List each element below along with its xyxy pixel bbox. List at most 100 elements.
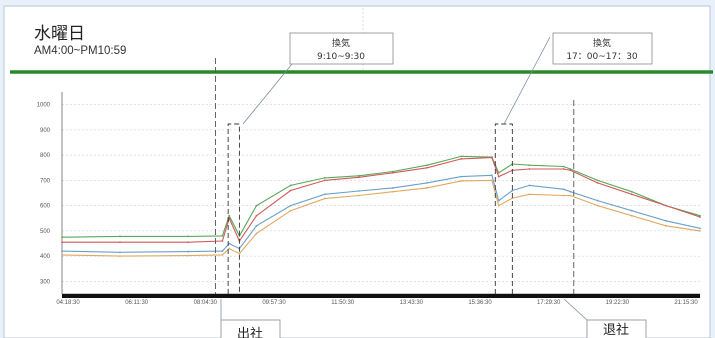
data-point bbox=[630, 193, 633, 196]
data-point bbox=[497, 171, 500, 174]
data-point bbox=[228, 242, 231, 245]
data-point bbox=[460, 175, 463, 178]
data-point bbox=[596, 182, 599, 184]
time-axis-bar bbox=[62, 294, 700, 298]
data-point bbox=[61, 241, 63, 244]
data-point bbox=[221, 250, 224, 252]
data-point bbox=[255, 232, 258, 235]
y-axis-ticks: 300 400 500 600 700 800 900 1000 bbox=[37, 103, 51, 286]
data-point bbox=[460, 179, 463, 182]
y-tick-label: 700 bbox=[40, 178, 51, 184]
x-tick-label: 17:29:30 bbox=[537, 300, 561, 306]
data-point bbox=[289, 184, 292, 187]
y-tick-label: 600 bbox=[40, 204, 51, 210]
data-point bbox=[187, 235, 190, 238]
data-point bbox=[61, 250, 63, 252]
data-point bbox=[528, 184, 531, 187]
data-point bbox=[119, 235, 121, 238]
data-point bbox=[497, 204, 500, 207]
data-point bbox=[630, 214, 633, 217]
x-tick-label: 15:36:30 bbox=[468, 300, 492, 306]
series bbox=[61, 155, 701, 258]
data-point bbox=[357, 194, 360, 197]
data-point bbox=[426, 187, 428, 189]
data-point bbox=[596, 204, 599, 207]
data-point bbox=[357, 190, 360, 192]
data-point bbox=[699, 229, 701, 232]
data-point bbox=[392, 190, 394, 193]
data-point bbox=[289, 209, 292, 212]
x-tick-label: 13:43:30 bbox=[400, 300, 424, 306]
data-point bbox=[569, 169, 572, 172]
x-tick-label: 09:57:30 bbox=[262, 300, 286, 306]
data-point bbox=[699, 214, 701, 217]
vent1-window-marker bbox=[227, 123, 240, 294]
data-point bbox=[323, 179, 326, 182]
chart-subtitle: AM4:00~PM10:59 bbox=[34, 45, 126, 57]
data-point bbox=[255, 224, 258, 227]
vent2-window-marker bbox=[494, 123, 513, 294]
data-point bbox=[357, 174, 360, 177]
data-point bbox=[228, 217, 231, 220]
data-point bbox=[61, 236, 63, 239]
data-point bbox=[289, 189, 292, 192]
leave-leader-line bbox=[563, 298, 588, 321]
vent1-callout bbox=[289, 32, 394, 65]
data-point bbox=[323, 197, 326, 200]
data-point bbox=[255, 204, 258, 207]
leave-label-box bbox=[586, 319, 647, 338]
vent2-callout bbox=[552, 32, 653, 65]
data-point bbox=[119, 241, 121, 244]
data-point bbox=[323, 176, 326, 179]
x-tick-label: 08:04:30 bbox=[194, 300, 218, 306]
vent1-leader-line bbox=[242, 63, 293, 125]
y-tick-label: 1000 bbox=[37, 103, 51, 109]
vent1-callout-time: 9:10~9:30 bbox=[317, 52, 365, 62]
data-point bbox=[460, 155, 463, 158]
vent2-callout-time: 17：00~17：30 bbox=[566, 52, 638, 62]
data-point bbox=[392, 171, 394, 174]
data-point bbox=[490, 179, 493, 182]
data-point bbox=[664, 224, 667, 227]
data-point bbox=[699, 216, 701, 218]
y-tick-label: 400 bbox=[40, 254, 51, 260]
data-point bbox=[238, 252, 241, 255]
data-point bbox=[562, 188, 565, 191]
data-point bbox=[562, 194, 565, 197]
data-point bbox=[528, 168, 531, 170]
data-point bbox=[228, 214, 231, 217]
data-point bbox=[630, 190, 633, 193]
data-point bbox=[426, 164, 428, 167]
data-point bbox=[569, 168, 572, 170]
data-point bbox=[221, 253, 224, 256]
y-tick-label: 900 bbox=[40, 128, 51, 134]
data-point bbox=[699, 227, 701, 230]
data-point bbox=[497, 175, 500, 178]
data-point bbox=[357, 176, 360, 179]
data-point bbox=[630, 209, 633, 212]
data-point bbox=[511, 189, 514, 192]
data-point bbox=[497, 199, 500, 202]
data-point bbox=[187, 254, 190, 257]
data-point bbox=[562, 168, 565, 170]
vent2-callout-title: 換気 bbox=[593, 37, 611, 49]
data-point bbox=[562, 165, 565, 168]
data-point bbox=[528, 193, 531, 196]
data-point bbox=[596, 179, 599, 182]
data-point bbox=[596, 199, 599, 202]
data-point bbox=[392, 170, 394, 173]
data-point bbox=[426, 182, 428, 184]
data-point bbox=[119, 255, 121, 258]
data-point bbox=[664, 204, 667, 207]
data-point bbox=[664, 219, 667, 222]
data-point bbox=[221, 235, 224, 237]
data-point bbox=[569, 190, 572, 193]
event-markers bbox=[215, 58, 575, 294]
chart-title: 水曜日 bbox=[34, 24, 85, 44]
data-point bbox=[187, 250, 190, 253]
x-tick-label: 19:22:30 bbox=[606, 300, 630, 306]
data-point bbox=[426, 166, 428, 169]
data-point bbox=[255, 214, 258, 217]
data-point bbox=[490, 156, 493, 159]
